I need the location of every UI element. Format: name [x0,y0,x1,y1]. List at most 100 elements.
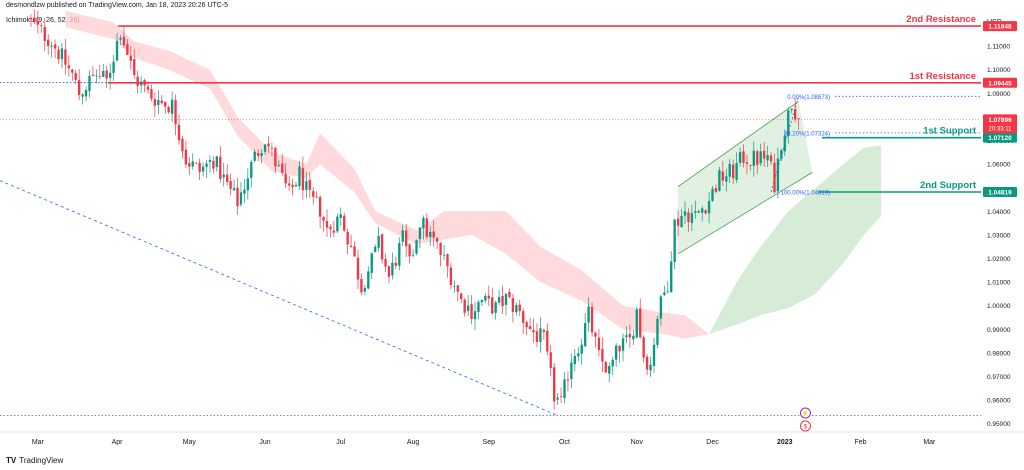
candle-body [649,364,652,371]
candle-body [614,345,618,360]
candle-body [370,253,373,274]
candle-body [212,160,215,169]
candle-body [53,44,57,49]
candle-body [769,155,773,162]
candle-body [418,227,422,240]
candle-body [449,267,453,285]
candle-body [305,181,308,190]
candle-body [470,304,473,320]
candle-body [728,163,731,177]
candle-body [573,355,577,365]
event-marker [799,407,811,419]
candle-body [129,55,132,61]
candle-body [666,291,669,293]
price-tick-label: 1.11000 [987,44,1010,51]
price-tick-label: 0.95000 [987,421,1011,428]
candle-body [522,311,525,323]
candle-body [294,184,298,187]
candle-body [270,147,274,149]
candle-body [29,17,33,20]
candle-body [473,311,477,320]
candle-body [559,396,563,398]
candle-body [43,26,46,41]
candle-body [453,286,456,288]
candle-body [229,180,232,189]
candle-body [274,148,277,167]
candle-body [36,20,40,25]
candle-body [325,220,329,228]
candle-body [511,298,515,312]
candle-body [701,208,704,213]
candle-body [625,335,628,338]
candle-body [721,171,725,181]
candle-body [226,174,229,182]
price-tick-label: 1.09000 [987,91,1011,98]
candle-body [401,230,404,242]
candle-body [749,165,752,166]
candle-body [332,230,336,233]
candle-body [287,183,291,186]
candle-body [119,37,122,40]
candle-body [404,230,408,247]
fib-level-label: 38.20%(1.07324) [784,131,830,137]
level-price-tag [983,186,1017,197]
event-marker [799,420,811,432]
candle-body [497,297,501,303]
candle-countdown-label: 20:33:11 [989,126,1013,132]
candle-body [731,164,735,179]
candle-body [546,330,549,352]
candle-body [40,25,43,27]
candle-body [115,41,119,61]
time-tick-label: Nov [631,439,644,446]
candle-body [463,299,466,313]
candle-body [563,379,566,399]
candle-body [47,39,50,47]
candle-body [556,397,559,400]
candle-body [718,169,721,191]
tradingview-branding[interactable]: TV TradingView [6,456,63,465]
candle-body [484,295,487,301]
candle-body [60,48,64,60]
candle-body [74,72,77,80]
candle-body [429,231,432,238]
candle-body [232,188,236,191]
candle-body [108,72,112,78]
fib-level-label: 100.00%(1.04819) [781,190,830,196]
candle-body [133,59,136,75]
candle-body [608,365,611,374]
candle-body [67,65,71,69]
candle-body [590,307,594,333]
candle-body [580,344,583,354]
candle-body [670,261,673,293]
candle-body [553,367,556,402]
level-name-label: 2nd Resistance [906,14,976,25]
time-tick-label: Jul [336,439,345,446]
candle-body [356,257,360,280]
candle-body [322,216,325,221]
candle-body [539,328,542,342]
time-tick-label: Apr [112,439,124,446]
time-tick-label: Mar [923,439,936,446]
candle-body [676,218,680,226]
candle-body [256,153,260,156]
candle-body [762,150,766,159]
candle-body [33,17,36,23]
candle-body [126,44,129,56]
candle-body [601,348,604,362]
candle-body [387,266,391,277]
candle-body [487,295,490,299]
candle-body [77,80,81,95]
candle-body [707,200,711,214]
candle-body [783,135,786,152]
candle-body [673,219,676,263]
fib-level-label: 0.00%(1.08873) [787,95,830,101]
candle-body [628,333,632,338]
candle-body [566,379,570,381]
level-price-tag [983,77,1017,88]
candle-body [312,191,315,197]
current-price-label: 1.07896 [988,117,1012,124]
time-tick-label: Sep [483,439,496,446]
price-tick-label: 1.06000 [987,162,1011,169]
candle-body [360,278,363,293]
